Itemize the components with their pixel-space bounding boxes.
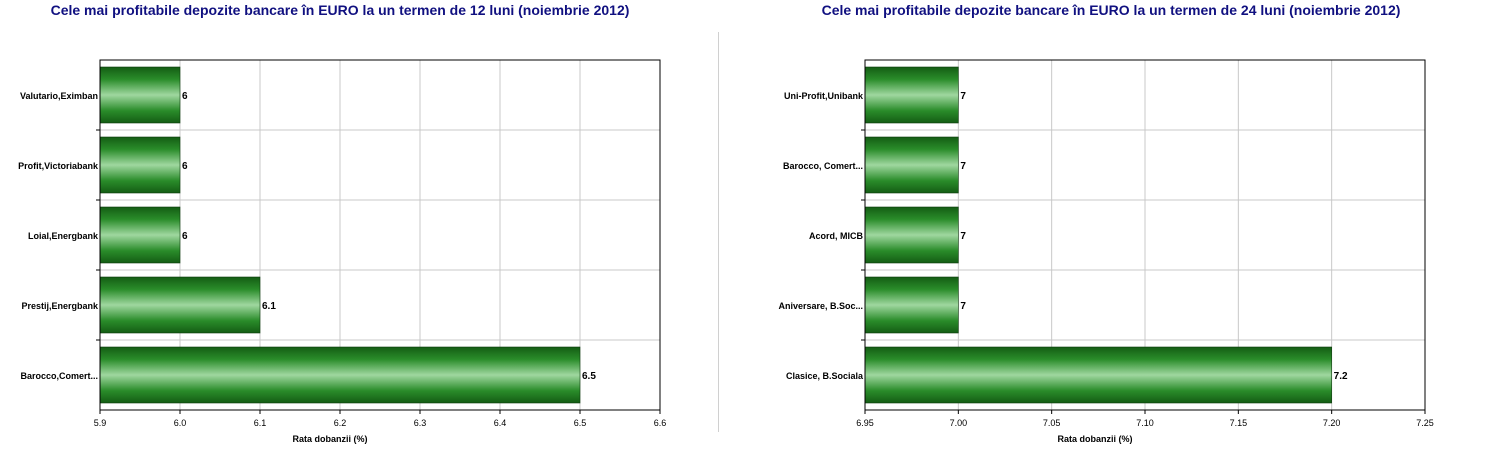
bar-value-label: 7 <box>960 161 966 172</box>
x-tick-label: 7.05 <box>1043 418 1061 428</box>
x-tick-label: 7.00 <box>950 418 968 428</box>
panel-divider <box>718 32 719 432</box>
x-tick-label: 5.9 <box>94 418 107 428</box>
bar <box>99 66 181 124</box>
bar-value-label: 6.5 <box>582 371 596 382</box>
bar <box>99 206 181 264</box>
x-tick-label: 6.3 <box>414 418 427 428</box>
chart-title: Cele mai profitabile depozite bancare în… <box>821 2 1401 18</box>
chart-title: Cele mai profitabile depozite bancare în… <box>50 2 630 18</box>
bar <box>864 206 959 264</box>
x-tick-label: 6.95 <box>856 418 874 428</box>
category-label: Prestij,Energbank <box>21 301 99 311</box>
bar-value-label: 7 <box>960 301 966 312</box>
bar <box>99 346 581 404</box>
category-label: Aniversare, B.Soc... <box>778 301 863 311</box>
x-tick-label: 7.20 <box>1323 418 1341 428</box>
x-tick-label: 6.4 <box>494 418 507 428</box>
category-label: Barocco, Comert... <box>783 161 863 171</box>
x-axis-title: Rata dobanzii (%) <box>1057 434 1132 444</box>
plot-border <box>864 59 1426 411</box>
bar-chart-12-months: 5.9 6.0 6.1 6.2 6.3 6.4 6.5 6.6 6 Valutario,Eximb… <box>18 59 667 444</box>
category-label: Acord, MICB <box>809 231 864 241</box>
bar-value-label: 7.2 <box>1334 371 1348 382</box>
x-tick-label: 6.5 <box>574 418 587 428</box>
bar <box>864 66 959 124</box>
category-label: Profit,Victoriabank <box>18 161 99 171</box>
category-label: Clasice, B.Sociala <box>786 371 864 381</box>
x-tick-label: 7.25 <box>1416 418 1434 428</box>
chart-panel-12-months: Cele mai profitabile depozite bancare în… <box>0 0 718 460</box>
bar-value-label: 6 <box>182 161 188 172</box>
x-tick-label: 6.6 <box>654 418 667 428</box>
category-label: Loial,Energbank <box>28 231 99 241</box>
category-label: Barocco,Comert... <box>20 371 98 381</box>
x-tick-label: 7.15 <box>1230 418 1248 428</box>
category-label: Uni-Profit,Unibank <box>784 91 864 101</box>
x-tick-label: 6.2 <box>334 418 347 428</box>
bar-value-label: 7 <box>960 91 966 102</box>
bar <box>864 346 1332 404</box>
x-axis-title: Rata dobanzii (%) <box>292 434 367 444</box>
x-tick-label: 6.0 <box>174 418 187 428</box>
bar-value-label: 6 <box>182 231 188 242</box>
x-tick-label: 6.1 <box>254 418 267 428</box>
plot-border <box>99 59 661 411</box>
bar <box>99 276 261 334</box>
bar-value-label: 6 <box>182 91 188 102</box>
chart-panel-24-months: Cele mai profitabile depozite bancare în… <box>720 0 1502 460</box>
x-tick-label: 7.10 <box>1136 418 1154 428</box>
bar-value-label: 6.1 <box>262 301 276 312</box>
bar <box>99 136 181 194</box>
bar <box>864 136 959 194</box>
category-label: Valutario,Eximban <box>20 91 98 101</box>
bar <box>864 276 959 334</box>
bar-chart-24-months: 6.95 7.00 7.05 7.10 7.15 7.20 7.25 7 Uni-Profit,… <box>778 59 1434 444</box>
bar-value-label: 7 <box>960 231 966 242</box>
